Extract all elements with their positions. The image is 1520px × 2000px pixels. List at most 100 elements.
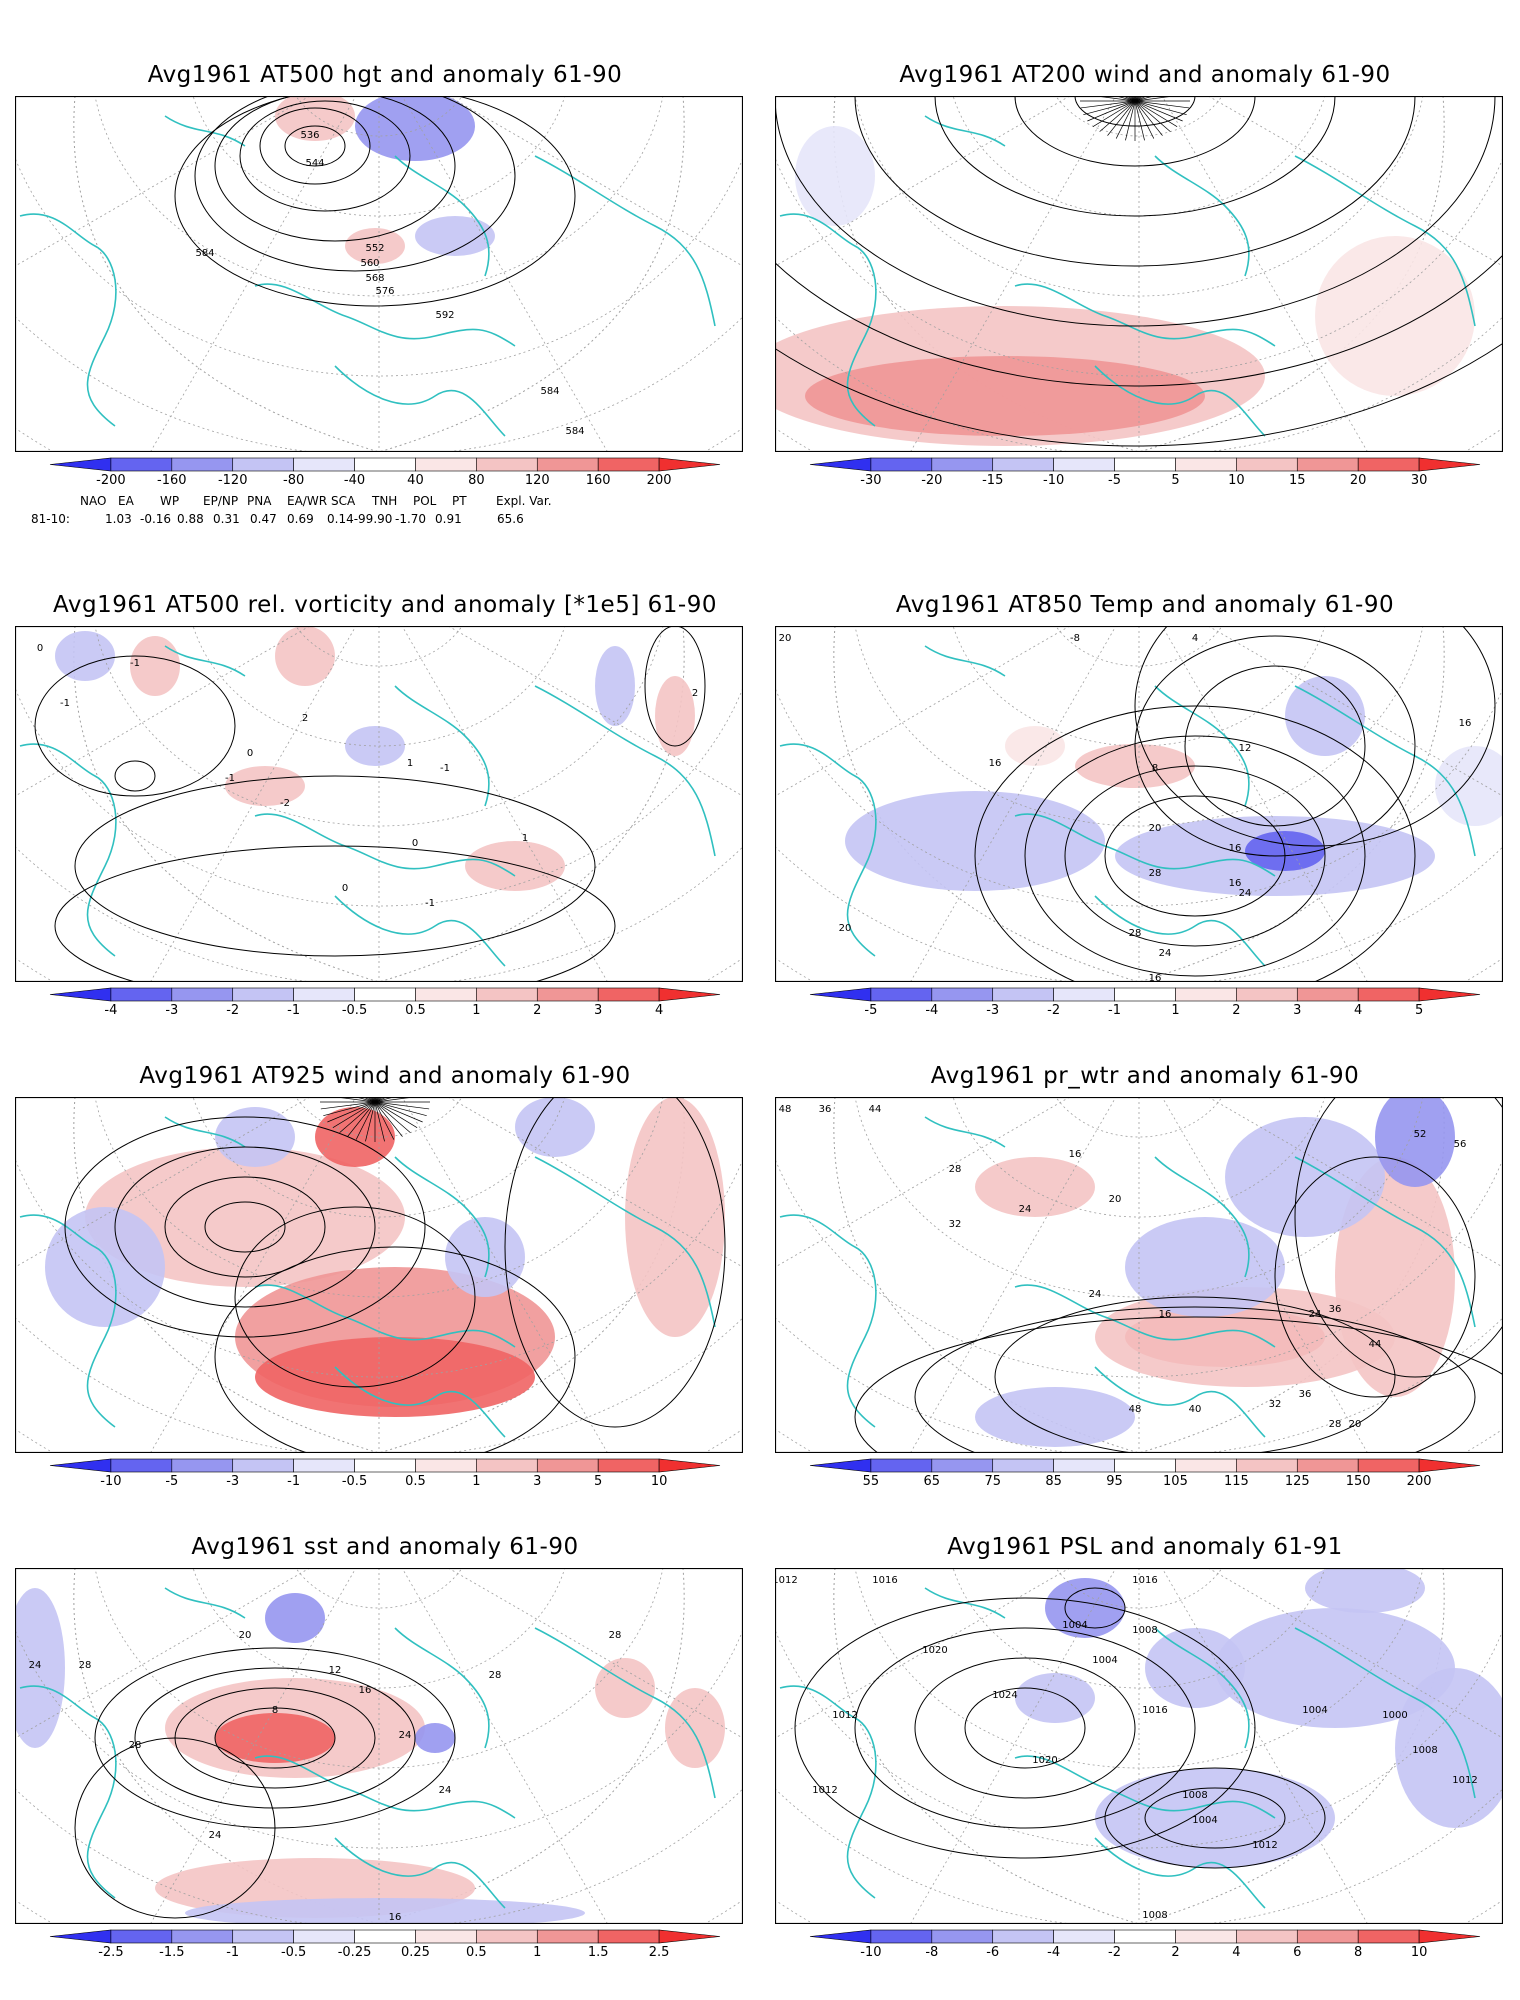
teleconnection-value: -1.70 [395, 512, 427, 526]
colorbar-segment [110, 457, 173, 472]
coastline [924, 1116, 1006, 1148]
colorbar-arrow-right [658, 1929, 721, 1944]
contour-label: 584 [195, 248, 214, 259]
contour-line [854, 1316, 1503, 1453]
streamline [323, 1101, 376, 1117]
colorbar: -200 -160 -120 -80 -40 40 80 120 160 200 [49, 457, 721, 488]
streamline [374, 1101, 418, 1129]
streamline [1134, 100, 1155, 139]
map-plot: 24 28 20 8 12 16 24 28 28 28 24 24 16 [15, 1568, 743, 1924]
colorbar-segment [1236, 457, 1298, 472]
colorbar-tick-label: -1.5 [159, 1945, 184, 1960]
colorbar-segment [171, 987, 234, 1002]
anomaly-shading [1145, 1628, 1245, 1708]
grid-longitude [378, 626, 640, 982]
teleconnection-value: 0.14-99.90 [327, 512, 393, 526]
colorbar-tick-label: 55 [863, 1474, 880, 1489]
colorbar-tick-label: -30 [860, 473, 881, 488]
contour-line [194, 96, 516, 272]
colorbar-segment [110, 987, 173, 1002]
streamline [355, 1101, 376, 1140]
contour-line [1064, 765, 1326, 947]
contour-label: 1020 [922, 1645, 947, 1656]
colorbar-tick-label: -120 [218, 473, 248, 488]
colorbar-tick-label: -4 [1047, 1945, 1060, 1960]
colorbar-segment [1296, 987, 1359, 1002]
anomaly-shading [215, 1713, 335, 1763]
colorbar-segment [293, 457, 355, 472]
contour-label: 20 [1109, 1194, 1122, 1205]
colorbar-segment [1053, 457, 1115, 472]
colorbar-segment [415, 1458, 477, 1473]
streamline [374, 1097, 427, 1103]
contour-label: 40 [1189, 1404, 1202, 1415]
colorbar-arrow-left [49, 457, 112, 472]
grid-longitude [118, 626, 380, 982]
contour-label: 1000 [1382, 1710, 1407, 1721]
contour-line [1274, 1156, 1476, 1398]
colorbar: -10 -8 -6 -4 -2 2 4 6 8 10 [809, 1929, 1481, 1960]
coastline [1294, 155, 1476, 327]
coastline [779, 1685, 877, 1899]
contour-label: 16 [989, 758, 1002, 769]
grid-longitude [378, 1568, 743, 1789]
colorbar-segment [536, 987, 599, 1002]
contour-line [114, 1146, 376, 1308]
grid-longitude [1138, 626, 1400, 982]
streamline [374, 1101, 430, 1110]
contour-label: 1024 [992, 1690, 1017, 1701]
panel-title: Avg1961 PSL and anomaly 61-91 [947, 1534, 1343, 1560]
contour-label: 16 [1069, 1149, 1082, 1160]
colorbar-tick-label: 80 [468, 473, 485, 488]
streamline [374, 1101, 427, 1117]
coastline [924, 645, 1006, 677]
teleconnection-value: 0.91 [435, 512, 462, 526]
colorbar-segment [931, 987, 994, 1002]
anomaly-shading [1225, 1117, 1385, 1237]
colorbar-segment [476, 987, 538, 1002]
streamline [1134, 100, 1190, 109]
colorbar-segment [1114, 1458, 1176, 1473]
contour-label: 1 [407, 758, 413, 769]
contour-line [74, 775, 596, 957]
colorbar-tick-label: 40 [407, 473, 424, 488]
anomaly-shading [595, 1658, 655, 1718]
streamline [1134, 96, 1187, 102]
colorbar-segment [171, 1929, 234, 1944]
grid-longitude [15, 1097, 380, 1318]
map-plot: 0 -1 -1 0 2 -1 -2 1 0 -1 1 0 -1 2 [15, 626, 743, 982]
colorbar-arrow-right [1418, 987, 1481, 1002]
map-plot [15, 1097, 743, 1453]
contour-line [934, 96, 1336, 217]
contour-label: 2 [692, 688, 698, 699]
colorbar-segment [1114, 457, 1176, 472]
contour-label: 16 [359, 1685, 372, 1696]
coastline [334, 365, 506, 437]
anomaly-shading [845, 791, 1105, 891]
contour-label: 24 [209, 1830, 222, 1841]
contour-label: -8 [1070, 633, 1080, 644]
streamline [374, 1101, 411, 1133]
colorbar-segment [1296, 1458, 1359, 1473]
contour-line [134, 1667, 416, 1809]
colorbar-segment [992, 457, 1054, 472]
colorbar-tick-label: -10 [1043, 473, 1064, 488]
coastline [394, 1627, 490, 1749]
coastline [779, 743, 877, 957]
colorbar-tick-label: 105 [1163, 1474, 1188, 1489]
colorbar-segment [232, 1929, 294, 1944]
streamline [1125, 100, 1136, 141]
coastline [254, 1755, 516, 1819]
contour-label: 12 [1239, 743, 1252, 754]
grid-longitude [1138, 96, 1503, 317]
colorbar-tick-label: 1 [472, 1003, 480, 1018]
teleconnection-name: TNH [372, 494, 398, 508]
contour-label: 56 [1454, 1139, 1467, 1150]
streamline [1092, 100, 1136, 128]
contour-line [1294, 1097, 1503, 1378]
map-frame [775, 1097, 1503, 1453]
streamline [1107, 100, 1136, 136]
contour-line [114, 760, 156, 792]
colorbar-tick-label: 2.5 [649, 1945, 670, 1960]
grid-longitude [878, 1568, 1140, 1924]
